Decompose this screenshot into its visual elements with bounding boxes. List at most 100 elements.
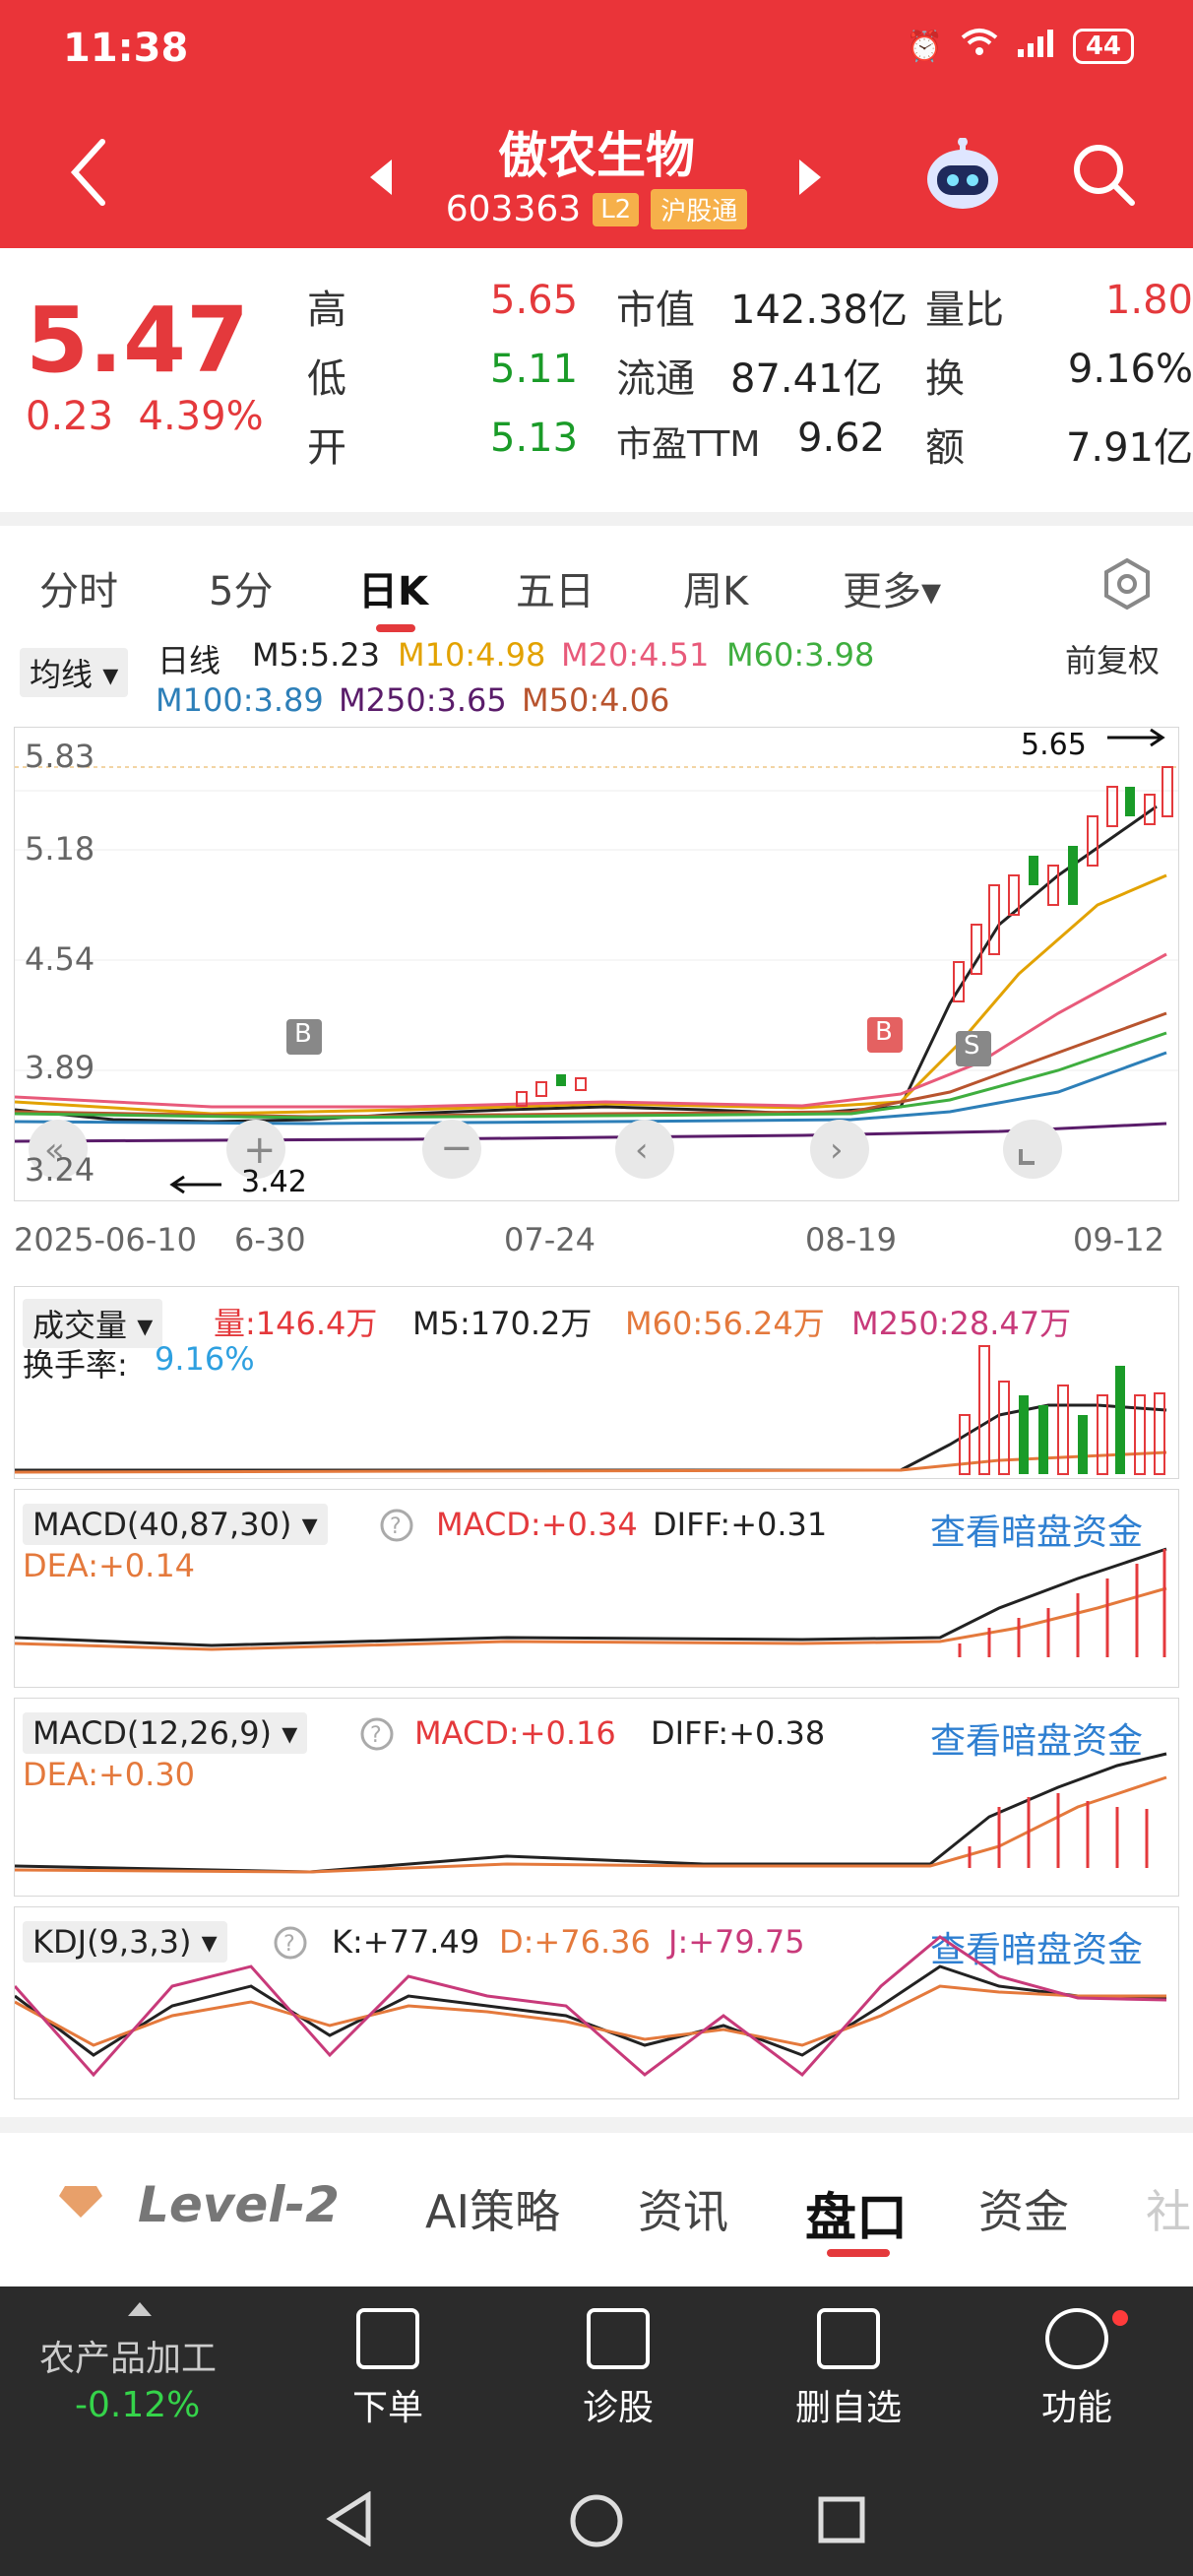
high-marker-label: 5.65 xyxy=(1021,728,1087,762)
tab-capital[interactable]: 资金 xyxy=(978,2185,1069,2238)
help-icon[interactable]: ? xyxy=(359,1716,395,1756)
macd2-selector[interactable]: MACD(12,26,9) ▾ xyxy=(23,1712,308,1754)
macd1-selector[interactable]: MACD(40,87,30) ▾ xyxy=(23,1504,328,1545)
date-2: 6-30 xyxy=(234,1221,306,1258)
ma100-label: M100:3.89 xyxy=(156,681,324,719)
expand-up-icon[interactable] xyxy=(126,2300,154,2322)
kdj-selector-label: KDJ(9,3,3) xyxy=(32,1923,192,1961)
minus-box-icon xyxy=(817,2308,880,2369)
tab-community[interactable]: 社 xyxy=(1146,2185,1191,2238)
status-icons: ⏰ 44 xyxy=(906,28,1134,65)
tab-weekly-k[interactable]: 周K xyxy=(683,569,749,614)
volume-selector[interactable]: 成交量 ▾ xyxy=(23,1299,163,1348)
help-icon[interactable]: ? xyxy=(379,1508,414,1547)
prev-stock-icon[interactable] xyxy=(366,158,396,201)
macd1-selector-label: MACD(40,87,30) xyxy=(32,1506,292,1543)
kdj-selector[interactable]: KDJ(9,3,3) ▾ xyxy=(23,1921,227,1963)
svg-text:«: « xyxy=(44,1130,65,1170)
adjust-selector[interactable]: 前复权 xyxy=(1065,642,1161,679)
amount-label: 额 xyxy=(925,425,965,471)
bottom-section-tabs: Level-2 AI策略 资讯 盘口 资金 社 xyxy=(0,2117,1193,2271)
nav-recents-icon[interactable] xyxy=(817,2495,866,2548)
tab-intraday[interactable]: 分时 xyxy=(39,569,118,614)
nav-back-icon[interactable] xyxy=(325,2490,374,2550)
float-cap-label: 流通 xyxy=(616,356,695,402)
status-time: 11:38 xyxy=(63,26,189,71)
alarm-icon: ⏰ xyxy=(906,29,943,64)
float-cap-value: 87.41亿 xyxy=(730,356,883,402)
svg-text:?: ? xyxy=(370,1723,382,1748)
period-label: 日线 xyxy=(157,642,221,679)
volume-m250: M250:28.47万 xyxy=(851,1305,1072,1342)
tab-ai-strategy[interactable]: AI策略 xyxy=(425,2185,561,2238)
change-value: 0.23 xyxy=(26,394,114,439)
diagnose-button[interactable]: 诊股 xyxy=(539,2308,697,2430)
remove-watchlist-label: 删自选 xyxy=(794,2388,902,2428)
volume-m5: M5:170.2万 xyxy=(412,1305,593,1342)
remove-watchlist-button[interactable]: 删自选 xyxy=(770,2308,927,2430)
order-button[interactable]: 下单 xyxy=(309,2308,467,2430)
volume-selector-label: 成交量 xyxy=(32,1307,128,1344)
volume-bars-svg xyxy=(15,1345,1167,1475)
search-icon[interactable] xyxy=(1071,142,1136,211)
tab-five-day[interactable]: 五日 xyxy=(516,569,595,614)
amount-value: 7.91亿 xyxy=(1065,425,1193,471)
wifi-icon xyxy=(961,28,998,65)
current-price: 5.47 xyxy=(26,288,249,393)
tab-order-book[interactable]: 盘口 xyxy=(805,2189,909,2248)
chart-period-tabs: 分时 5分 日K 五日 周K 更多▾ xyxy=(0,512,1193,634)
battery-indicator: 44 xyxy=(1072,29,1134,64)
macd2-dea: DEA:+0.30 xyxy=(23,1756,196,1793)
kdj-k: K:+77.49 xyxy=(332,1923,480,1961)
tab-daily-k[interactable]: 日K xyxy=(358,569,428,614)
back-icon[interactable] xyxy=(69,138,108,211)
level2-diamond-icon xyxy=(59,2184,102,2223)
tab-more[interactable]: 更多▾ xyxy=(843,569,942,614)
pe-label: 市盈TTM xyxy=(616,424,761,465)
tab-5min[interactable]: 5分 xyxy=(209,569,274,614)
dark-pool-link-2[interactable]: 查看暗盘资金 xyxy=(930,1721,1144,1762)
macd2-diff: DIFF:+0.38 xyxy=(651,1714,826,1752)
date-end: 09-12 xyxy=(1073,1221,1164,1258)
y-tick-3: 4.54 xyxy=(25,940,95,978)
ma10-label: M10:4.98 xyxy=(398,636,546,674)
pe-value: 9.62 xyxy=(797,416,886,461)
kdj-j: J:+79.75 xyxy=(668,1923,805,1961)
quote-panel: 5.47 0.23 4.39% 高 5.65 市值 142.38亿 量比 1.8… xyxy=(0,248,1193,499)
macd1-dea: DEA:+0.14 xyxy=(23,1547,196,1584)
ma-selector[interactable]: 均线 ▾ xyxy=(20,648,129,697)
date-start: 2025-06-10 xyxy=(14,1221,197,1258)
ma5-label: M5:5.23 xyxy=(252,636,380,674)
date-4: 08-19 xyxy=(805,1221,897,1258)
y-tick-5: 3.24 xyxy=(25,1151,95,1189)
dark-pool-link-3[interactable]: 查看暗盘资金 xyxy=(930,1930,1144,1970)
macd2-svg xyxy=(15,1752,1167,1874)
nav-home-icon[interactable] xyxy=(569,2493,624,2552)
tab-level2[interactable]: Level-2 xyxy=(138,2176,340,2233)
price-change: 0.23 4.39% xyxy=(26,394,264,439)
kdj-panel[interactable]: KDJ(9,3,3) ▾ ? K:+77.49 D:+76.36 J:+79.7… xyxy=(14,1906,1179,2099)
sector-change: -0.12% xyxy=(75,2385,201,2425)
functions-button[interactable]: 功能 xyxy=(998,2308,1156,2430)
macd-panel-2[interactable]: MACD(12,26,9) ▾ ? MACD:+0.16 DIFF:+0.38 … xyxy=(14,1698,1179,1897)
svg-text:−: − xyxy=(440,1126,473,1171)
help-icon[interactable]: ? xyxy=(273,1925,308,1964)
macd-panel-1[interactable]: MACD(40,87,30) ▾ ? MACD:+0.34 DIFF:+0.31… xyxy=(14,1489,1179,1688)
market-cap-value: 142.38亿 xyxy=(730,288,908,333)
diagnose-label: 诊股 xyxy=(582,2388,654,2428)
tab-news[interactable]: 资讯 xyxy=(638,2185,728,2238)
macd2-value: MACD:+0.16 xyxy=(414,1714,616,1752)
macd1-value: MACD:+0.34 xyxy=(436,1506,638,1543)
active-tab-underline xyxy=(376,624,415,632)
robot-assistant-icon[interactable] xyxy=(923,137,1002,217)
l2-badge: L2 xyxy=(593,192,640,226)
volume-panel[interactable]: 成交量 ▾ 量:146.4万 M5:170.2万 M60:56.24万 M250… xyxy=(14,1286,1179,1479)
sector-name[interactable]: 农产品加工 xyxy=(39,2339,218,2379)
chart-settings-icon[interactable] xyxy=(1100,557,1154,614)
kline-chart[interactable]: « + − ‹ › 5.83 5.18 4.54 3.89 3.24 5.65 … xyxy=(14,727,1179,1201)
dark-pool-link-1[interactable]: 查看暗盘资金 xyxy=(930,1513,1144,1553)
system-nav-bar xyxy=(0,2464,1193,2576)
signal-icon xyxy=(1016,28,1055,65)
turnover-value: 9.16% xyxy=(1067,347,1193,392)
next-stock-icon[interactable] xyxy=(795,158,825,201)
